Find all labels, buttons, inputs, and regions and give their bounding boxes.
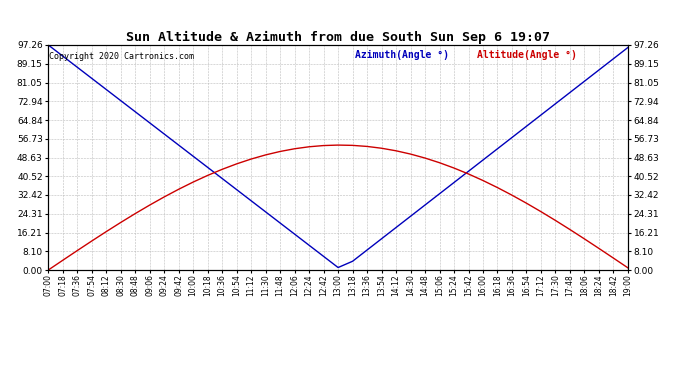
Title: Sun Altitude & Azimuth from due South Sun Sep 6 19:07: Sun Altitude & Azimuth from due South Su… (126, 31, 550, 44)
Text: Copyright 2020 Cartronics.com: Copyright 2020 Cartronics.com (50, 52, 195, 61)
Text: Altitude(Angle °): Altitude(Angle °) (477, 50, 577, 60)
Text: Azimuth(Angle °): Azimuth(Angle °) (355, 50, 449, 60)
